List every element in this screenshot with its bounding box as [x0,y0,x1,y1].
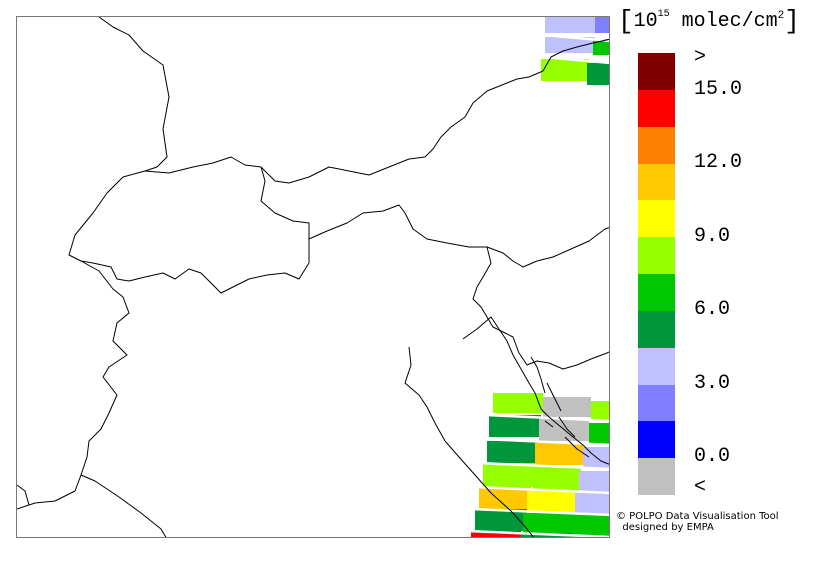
satellite-pixel [587,63,609,85]
satellite-pixel [483,463,535,487]
scanline-gap [470,507,609,517]
scanline-gap [542,33,609,43]
border-france-italy [17,260,130,510]
legend-swatch [638,53,675,91]
credit-line-1: © POLPO Data Visualisation Tool [616,511,779,522]
border-italy-slovenia [472,246,520,354]
border-germany-austria [260,70,544,184]
satellite-pixel [573,515,609,537]
satellite-pixel [591,401,609,421]
legend-swatch [638,384,675,422]
corsica-tip [17,484,30,506]
credit-text: © POLPO Data Visualisation Tool designed… [616,511,779,533]
scanline-gap [474,485,609,495]
dalmatian-coast [540,408,609,465]
satellite-pixel [543,397,591,417]
satellite-pixel [523,513,575,535]
satellite-pixel-layer [466,17,609,537]
legend-swatch [638,310,675,349]
color-legend [638,53,675,496]
scanline-gap [478,461,609,471]
unit-prefix: 10 [633,10,658,33]
map-panel[interactable] [16,16,610,538]
satellite-pixel [479,487,531,509]
scanline-gap [466,529,609,537]
satellite-pixel [575,493,609,515]
legend-swatch [638,89,675,128]
scanline-gap [486,413,609,423]
legend-swatch [638,274,675,312]
border-slovenia-croatia [518,351,609,370]
border-switzerland-italy [92,262,310,294]
satellite-pixel [535,443,583,465]
country-borders [17,17,609,537]
unit-exponent: 15 [657,9,670,20]
satellite-pixel [527,491,577,513]
legend-tick-label: 12.0 [694,151,743,174]
legend-tick-label: 15.0 [694,78,743,101]
unit-square: 2 [777,10,785,22]
map-canvas[interactable] [17,17,610,538]
satellite-pixel [545,17,595,33]
border-switzerland-austria [260,166,310,263]
legend-swatch [638,421,675,459]
legend-tick-label: > [694,46,707,69]
legend-tick-label: 0.0 [694,445,731,468]
satellite-pixel [489,415,541,437]
legend-tick-label: < [694,476,707,499]
satellite-pixel [493,393,543,413]
legend-swatch [638,200,675,238]
italy-east-coast [404,346,535,537]
legend-unit-label: [1015 molec/cm2] [618,6,800,36]
satellite-pixel [533,467,581,491]
unit-mid: molec/cm [669,10,778,33]
legend-swatch [638,347,675,385]
legend-swatch [638,458,675,496]
legend-tick-label: 3.0 [694,372,731,395]
legend-tick-label: 6.0 [694,298,731,321]
legend-swatch [638,237,675,275]
satellite-pixel [541,59,589,81]
satellite-pixel [545,37,595,53]
satellite-pixel [487,441,537,463]
legend-tick-label: 9.0 [694,225,731,248]
satellite-pixel [595,17,609,33]
satellite-pixel [583,447,609,469]
credit-line-2: designed by EMPA [622,522,714,533]
border-switzerland-france [68,176,124,264]
border-germany-czech [542,38,609,72]
border-germany-france [98,17,170,172]
italy-west-coast [80,474,167,537]
istria-coast [462,316,542,410]
border-austria-italy [308,204,609,268]
legend-swatch [638,126,675,164]
satellite-pixel [471,531,521,537]
satellite-pixel [593,39,609,55]
adriatic-islands [530,356,590,458]
scanline-gap [542,55,609,65]
satellite-pixel [589,423,609,445]
scanline-gap [482,437,609,447]
border-germany-switzerland [122,156,262,178]
legend-swatch [638,163,675,201]
